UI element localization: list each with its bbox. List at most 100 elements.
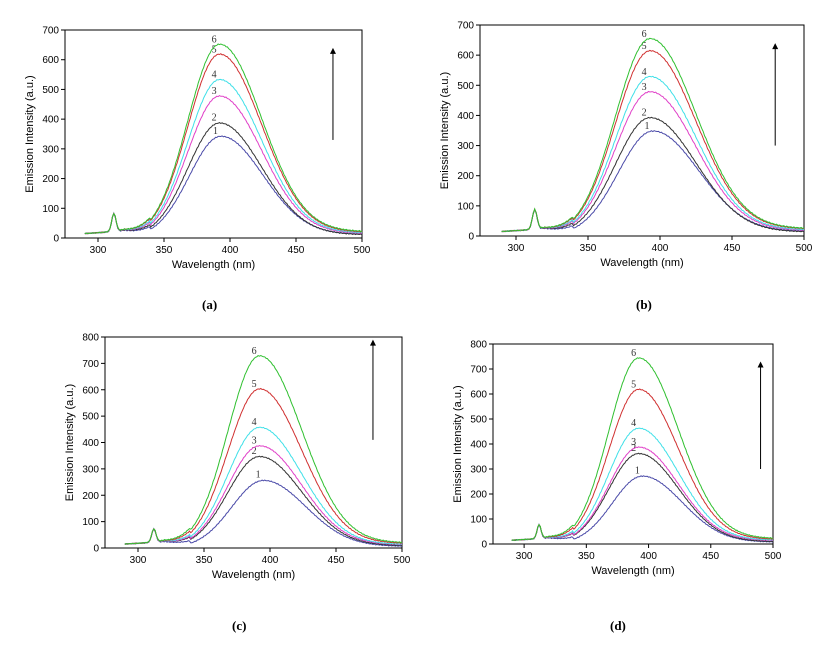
chart-b-svg: 300 350 400 450 500 0 100 200 300 400 500 600 700 Wav… [439, 21, 813, 270]
curve-label-a-1: 1 [213, 126, 218, 137]
curve-b-4 [501, 75, 805, 233]
chart-a-svg: 300 350 400 450 500 0 100 200 300 400 500 600 700 Wav… [24, 26, 371, 272]
y-tick-label-a-0: 0 [53, 234, 59, 245]
curve-a-3 [84, 95, 363, 235]
curve-c-1 [124, 479, 403, 547]
curve-d-4 [511, 427, 774, 541]
x-tick-label-c-300: 300 [130, 555, 147, 566]
y-tick-label-c-0: 0 [93, 544, 99, 555]
curve-a-4 [84, 78, 363, 235]
x-tick-label-b-350: 350 [580, 243, 597, 254]
curve-label-c-3: 3 [252, 435, 257, 446]
caption-c: (c) [232, 618, 247, 633]
y-tick-label-c-100: 100 [82, 517, 99, 528]
curve-label-b-4: 4 [642, 67, 647, 78]
curve-a-1 [84, 135, 363, 235]
curve-b-2 [501, 116, 805, 233]
x-tick-label-a-450: 450 [288, 245, 305, 256]
arrow-head-a [329, 47, 336, 54]
x-tick-label-c-350: 350 [196, 555, 213, 566]
curve-label-d-3: 3 [631, 437, 636, 448]
x-tick-label-d-400: 400 [640, 551, 657, 562]
y-tick-label-d-700: 700 [470, 365, 487, 376]
curve-label-c-5: 5 [252, 379, 257, 390]
curve-label-a-4: 4 [212, 70, 217, 81]
curve-d-5 [511, 388, 774, 542]
curve-label-b-1: 1 [645, 121, 650, 132]
y-tick-label-b-500: 500 [457, 81, 474, 92]
curve-a-5 [84, 53, 363, 235]
chart-d-svg: 300 350 400 450 500 0 100 200 300 400 500 600 700 800… [452, 340, 782, 578]
x-tick-label-a-350: 350 [156, 245, 173, 256]
y-tick-label-d-400: 400 [470, 440, 487, 451]
curve-a-6 [84, 43, 363, 235]
y-tick-label-d-0: 0 [481, 540, 487, 551]
x-tick-label-d-500: 500 [765, 551, 782, 562]
caption-d: (d) [610, 618, 626, 633]
curve-a-2 [84, 122, 363, 236]
chart-c-svg: 300 350 400 450 500 0 100 200 300 400 500 600 700 800… [64, 333, 411, 582]
curve-c-3 [124, 444, 403, 546]
y-tick-label-b-200: 200 [457, 171, 474, 182]
curve-label-a-2: 2 [212, 113, 217, 124]
y-tick-label-d-100: 100 [470, 515, 487, 526]
curve-b-3 [501, 90, 805, 233]
caption-a: (a) [202, 297, 218, 312]
y-tick-label-b-300: 300 [457, 141, 474, 152]
y-tick-label-b-0: 0 [468, 232, 474, 243]
curve-label-b-6: 6 [642, 29, 647, 40]
x-tick-label-d-450: 450 [702, 551, 719, 562]
y-tick-label-a-700: 700 [42, 26, 59, 37]
x-tick-label-c-450: 450 [328, 555, 345, 566]
x-tick-label-a-500: 500 [354, 245, 371, 256]
curve-label-a-5: 5 [212, 44, 217, 55]
plot-frame-b [479, 24, 805, 237]
y-tick-label-c-500: 500 [82, 412, 99, 423]
x-tick-label-c-400: 400 [262, 555, 279, 566]
curve-label-c-2: 2 [252, 446, 257, 457]
y-tick-label-a-100: 100 [42, 204, 59, 215]
y-tick-label-c-600: 600 [82, 385, 99, 396]
x-tick-label-d-350: 350 [578, 551, 595, 562]
curve-label-a-3: 3 [212, 86, 217, 97]
curve-label-c-6: 6 [252, 346, 257, 357]
curve-d-3 [511, 446, 774, 542]
chart-panel-d: 300 350 400 450 500 0 100 200 300 400 500 600 700 800… [412, 322, 824, 643]
y-tick-label-a-600: 600 [42, 55, 59, 66]
y-tick-label-b-700: 700 [457, 21, 474, 32]
plot-frame-a [64, 29, 363, 239]
curve-b-5 [501, 49, 805, 233]
arrow-head-d [757, 361, 764, 368]
x-tick-label-b-500: 500 [796, 243, 813, 254]
chart-panel-a: 300 350 400 450 500 0 100 200 300 400 500 600 700 Wav… [0, 0, 412, 322]
y-tick-label-a-300: 300 [42, 144, 59, 155]
curve-d-6 [511, 357, 774, 542]
caption-b: (b) [636, 297, 652, 312]
y-tick-label-a-200: 200 [42, 174, 59, 185]
curve-d-1 [511, 475, 774, 543]
curve-c-6 [124, 355, 403, 545]
curve-label-a-6: 6 [212, 34, 217, 45]
y-tick-label-d-800: 800 [470, 340, 487, 351]
y-axis-title-a: Emission Intensity (a.u.) [24, 75, 36, 192]
x-axis-title-b: Wavelength (nm) [600, 257, 683, 269]
x-axis-title-d: Wavelength (nm) [591, 565, 674, 577]
y-axis-title-b: Emission Intensity (a.u.) [439, 72, 451, 189]
y-axis-title-c: Emission Intensity (a.u.) [64, 384, 76, 501]
x-tick-label-b-450: 450 [724, 243, 741, 254]
curve-label-d-5: 5 [631, 379, 636, 390]
y-tick-label-d-200: 200 [470, 490, 487, 501]
curve-label-c-4: 4 [252, 417, 257, 428]
y-tick-label-c-300: 300 [82, 464, 99, 475]
y-tick-label-c-200: 200 [82, 491, 99, 502]
curve-label-b-5: 5 [642, 41, 647, 52]
x-tick-label-c-500: 500 [394, 555, 411, 566]
y-tick-label-c-800: 800 [82, 333, 99, 344]
curve-label-d-6: 6 [631, 348, 636, 359]
x-tick-label-a-300: 300 [90, 245, 107, 256]
curve-c-5 [124, 387, 403, 545]
x-axis-title-a: Wavelength (nm) [172, 259, 255, 271]
y-tick-label-d-600: 600 [470, 390, 487, 401]
y-tick-label-b-600: 600 [457, 51, 474, 62]
curve-b-6 [501, 37, 805, 233]
